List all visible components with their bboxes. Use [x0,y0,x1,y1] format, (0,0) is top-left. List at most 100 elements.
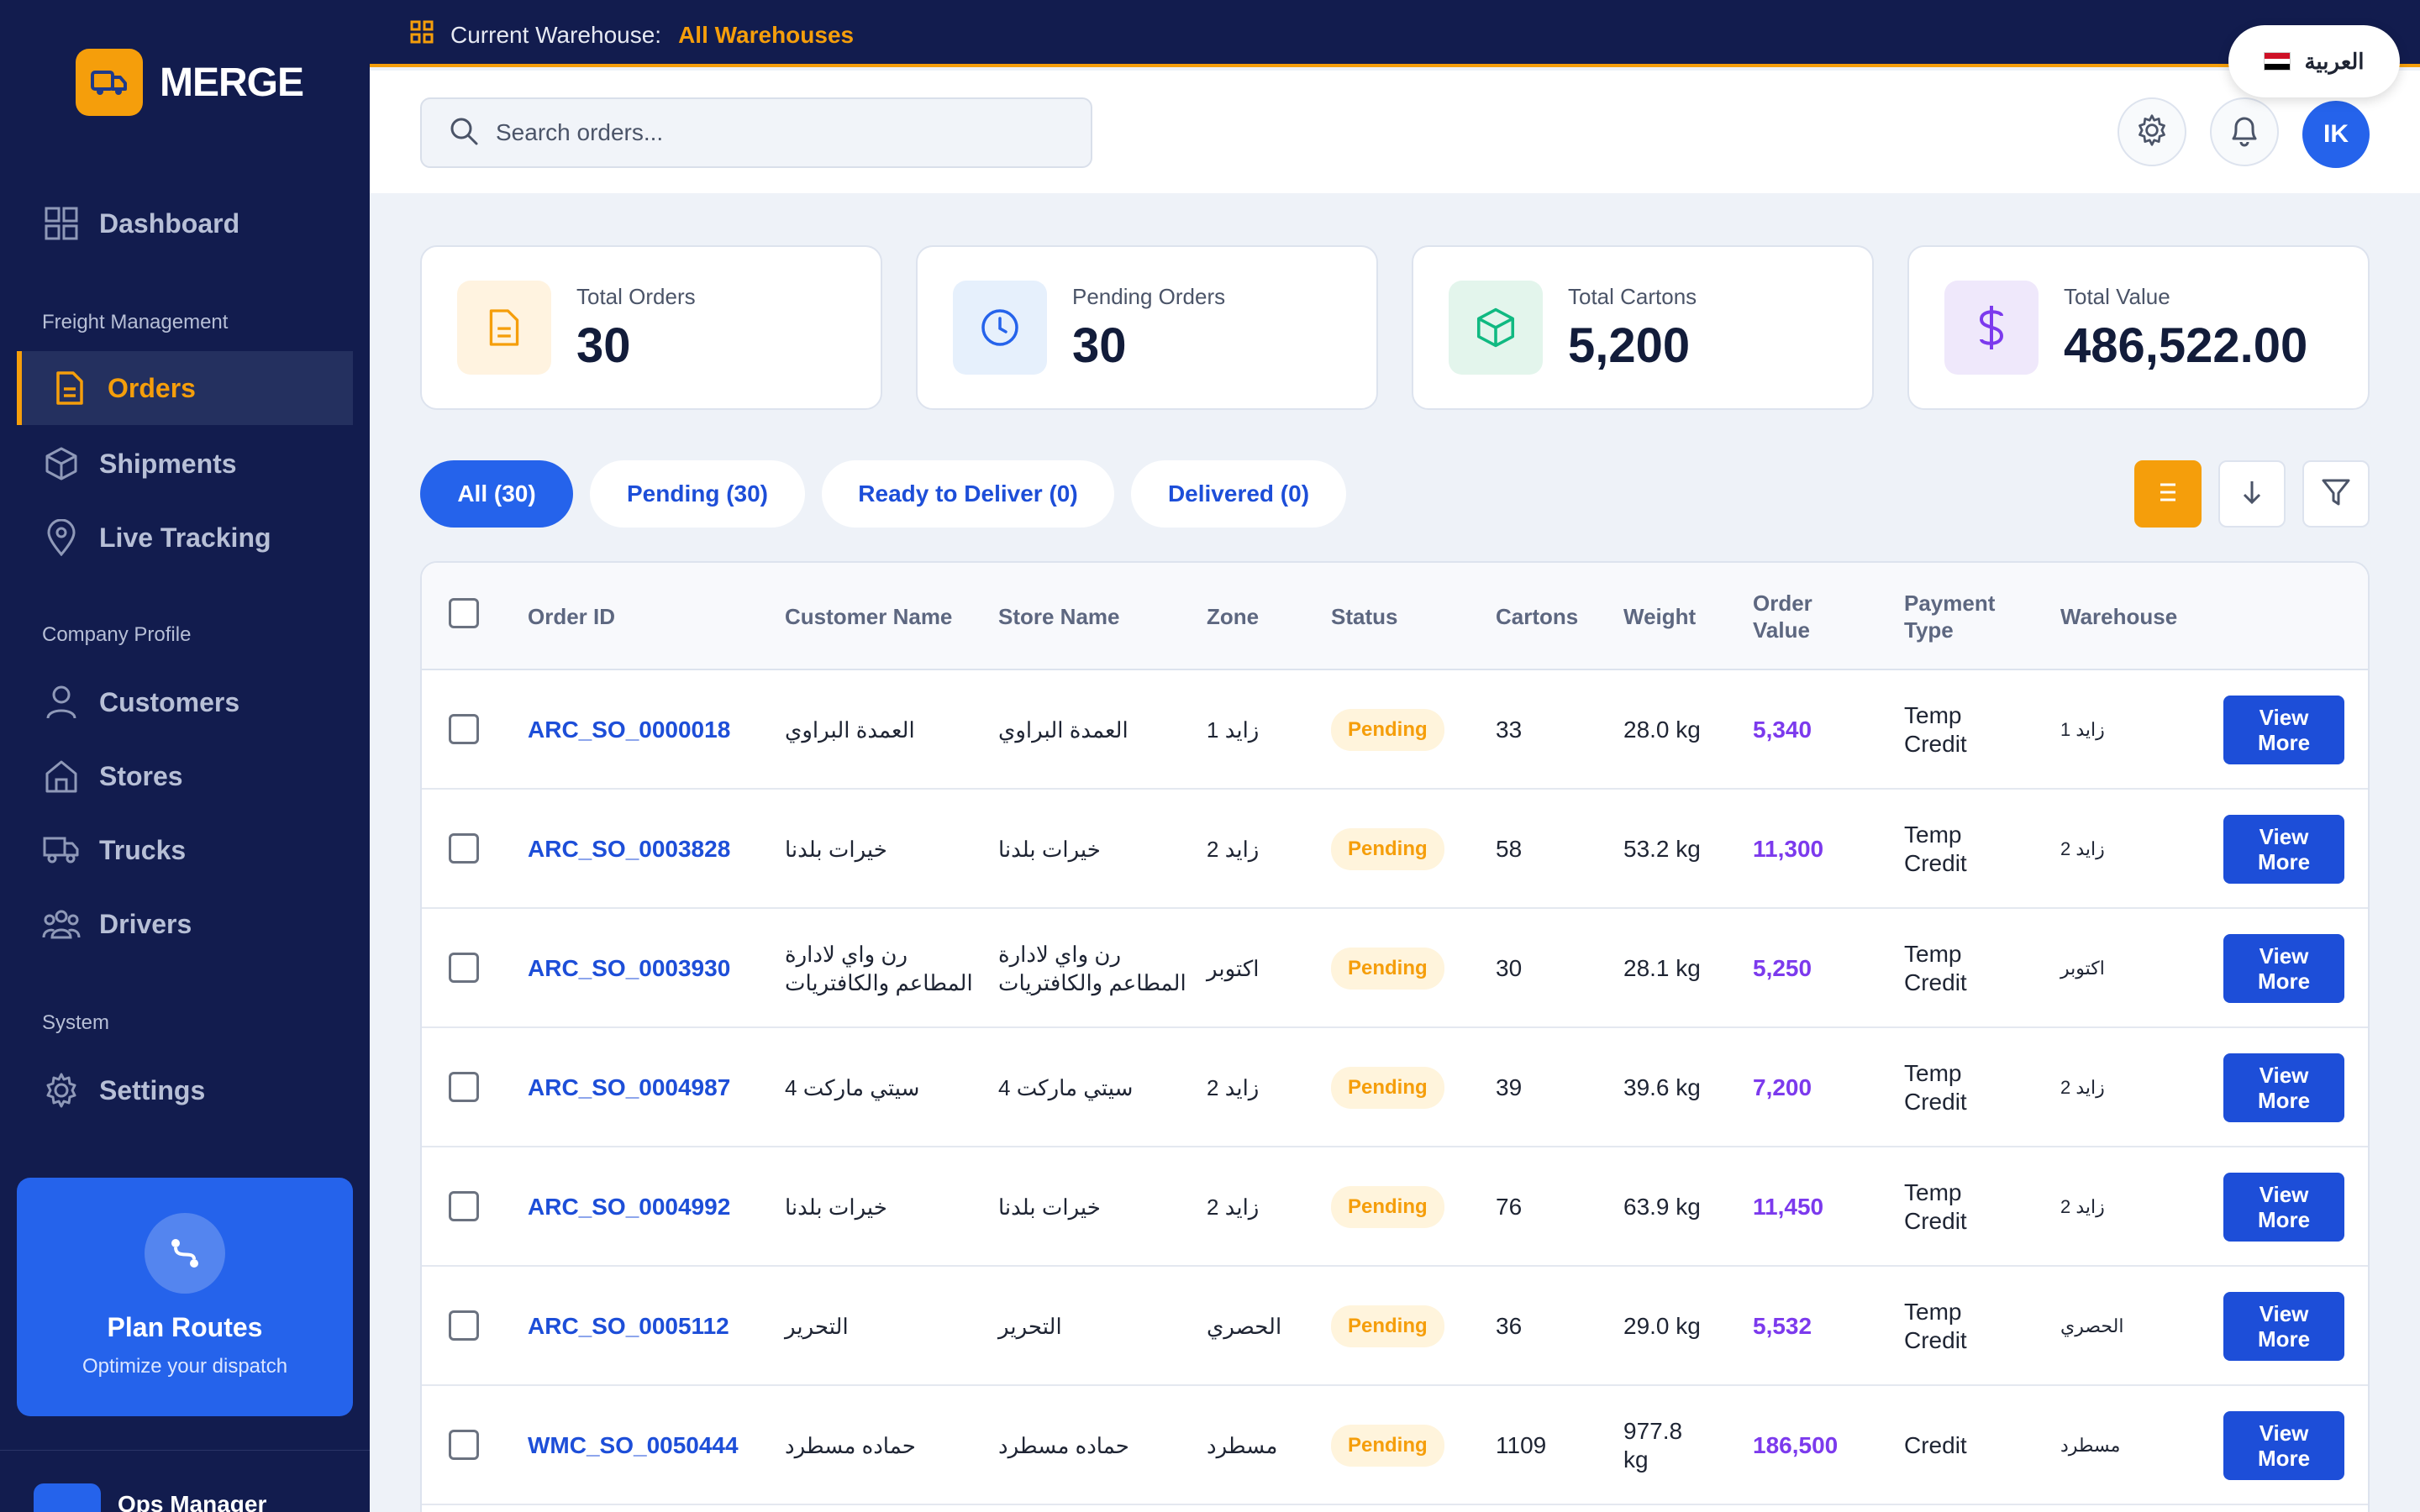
warehouse: مسطرد [2060,1435,2121,1456]
view-more-button[interactable]: View More [2223,1053,2344,1122]
order-id-link[interactable]: ARC_SO_0003930 [528,955,731,981]
filter-button[interactable] [2302,460,2370,528]
order-id-link[interactable]: ARC_SO_0005112 [528,1313,729,1339]
search-box[interactable] [420,97,1092,168]
view-more-button[interactable]: View More [2223,1292,2344,1361]
order-id-link[interactable]: WMC_SO_0050444 [528,1432,739,1458]
weight-line: 39.6 kg [1623,1074,1701,1100]
weight-line: 63.9 kg [1623,1194,1701,1220]
filter-tab-ready[interactable]: Ready to Deliver (0) [822,460,1114,528]
payment-type: Temp Credit [1904,1028,1967,1147]
sidebar-item-customers[interactable]: Customers [17,665,353,739]
row-checkbox[interactable] [449,1072,479,1102]
button-line: View [2259,1063,2309,1088]
section-label-freight: Freight Management [42,311,229,333]
view-more-button[interactable]: View More [2223,696,2344,764]
row-checkbox[interactable] [449,1430,479,1460]
filter-tab-delivered[interactable]: Delivered (0) [1131,460,1346,528]
sidebar-item-settings[interactable]: Settings [17,1053,353,1127]
sidebar-divider [0,1450,370,1451]
column-header-order-id[interactable]: Order ID [528,604,616,629]
sidebar-item-stores[interactable]: Stores [17,739,353,813]
row-checkbox[interactable] [449,833,479,864]
column-header-customer[interactable]: Customer Name [785,604,953,629]
customer-name-line: التحرير [785,1314,849,1339]
route-icon [145,1213,225,1294]
row-checkbox[interactable] [449,1310,479,1341]
stat-value: 30 [576,318,631,373]
cartons: 36 [1496,1313,1523,1339]
language-switcher[interactable]: العربية [2228,25,2400,97]
order-id-link[interactable]: ARC_SO_0000018 [528,717,731,743]
view-more-button[interactable]: View More [2223,815,2344,884]
weight-line: 29.0 kg [1623,1313,1701,1339]
user-profile[interactable]: Ops Manager [34,1483,266,1512]
view-more-button[interactable]: View More [2223,1411,2344,1480]
table-row[interactable]: ARC_SO_0000018 العمدة البراوي العمدة الب… [422,670,2368,790]
sidebar-item-live-tracking[interactable]: Live Tracking [17,501,353,575]
status-cell: Pending [1331,790,1444,909]
row-checkbox[interactable] [449,1191,479,1221]
table-row[interactable]: ARC_SO_0003828 خيرات بلدنا خيرات بلدنا ز… [422,790,2368,909]
column-header-cartons[interactable]: Cartons [1496,604,1579,629]
notifications-button[interactable] [2210,97,2279,166]
row-checkbox[interactable] [449,714,479,744]
payment-line: Credit [1904,850,1967,876]
column-header-zone[interactable]: Zone [1207,604,1260,629]
table-row[interactable]: WMC_SO_0050444 حماده مسطرد حماده مسطرد م… [422,1386,2368,1505]
zone: زايد 1 [1207,717,1260,743]
status-badge: Pending [1331,1067,1444,1109]
weight: 53.2 kg [1623,790,1701,909]
sidebar-item-drivers[interactable]: Drivers [17,887,353,961]
order-value: 11,450 [1753,1194,1824,1220]
order-id-link[interactable]: ARC_SO_0004987 [528,1074,731,1100]
filter-tab-pending[interactable]: Pending (30) [590,460,805,528]
order-id-link[interactable]: ARC_SO_0004992 [528,1194,731,1220]
stat-card-total-cartons: Total Cartons 5,200 [1412,245,1874,410]
top-bar: Current Warehouse: All Warehouses [370,0,2420,67]
sidebar-item-orders[interactable]: Orders [17,351,353,425]
list-view-button[interactable] [2134,460,2202,528]
document-icon [457,281,551,375]
warehouse-label: Current Warehouse: [450,21,662,48]
zone: زايد 2 [1207,1194,1260,1220]
column-header-payment-type[interactable]: Payment Type [1904,590,1995,643]
column-header-weight[interactable]: Weight [1623,604,1697,629]
store-name-line: حماده مسطرد [998,1433,1129,1458]
sidebar-item-shipments[interactable]: Shipments [17,427,353,501]
row-checkbox[interactable] [449,953,479,983]
view-more-button[interactable]: View More [2223,934,2344,1003]
table-row[interactable]: ARC_SO_0003930 رن واي لادارة المطاعم وال… [422,909,2368,1028]
app-logo[interactable]: MERGE [76,49,304,116]
search-input[interactable] [496,119,1067,146]
plan-routes-card[interactable]: Plan Routes Optimize your dispatch [17,1178,353,1416]
column-header-order-value[interactable]: Order Value [1753,590,1812,643]
table-row[interactable]: ARC_SO_0004987 سيتي ماركت 4 سيتي ماركت 4… [422,1028,2368,1147]
table-row[interactable]: ARC_SO_0005112 التحرير التحرير الحصري Pe… [422,1267,2368,1386]
payment-line: Credit [1904,731,1967,757]
sidebar-item-dashboard[interactable]: Dashboard [17,186,353,260]
payment-type: Temp Credit [1904,1267,1967,1386]
column-header-warehouse[interactable]: Warehouse [2060,604,2178,629]
map-pin-icon [42,518,81,557]
select-all-checkbox[interactable] [449,598,479,628]
user-avatar-button[interactable]: IK [2302,101,2370,168]
download-button[interactable] [2218,460,2286,528]
view-more-button[interactable]: View More [2223,1173,2344,1242]
zone: زايد 2 [1207,837,1260,862]
settings-button[interactable] [2118,97,2186,166]
order-id-link[interactable]: ARC_SO_0003828 [528,836,731,862]
warehouse-selector[interactable]: Current Warehouse: All Warehouses [410,20,854,50]
stat-label: Total Cartons [1568,284,1697,309]
filter-tab-all[interactable]: All (30) [420,460,573,528]
column-header-status[interactable]: Status [1331,604,1398,629]
table-row[interactable]: ARC_SO_0004992 خيرات بلدنا خيرات بلدنا ز… [422,1147,2368,1267]
button-line: View [2259,1420,2309,1446]
stat-label: Total Orders [576,284,696,309]
column-header-store[interactable]: Store Name [998,604,1120,629]
payment-line: Credit [1904,1089,1967,1115]
cartons: 58 [1496,836,1523,862]
zone: زايد 2 [1207,1075,1260,1100]
sidebar-item-trucks[interactable]: Trucks [17,813,353,887]
arrow-down-icon [2240,479,2264,510]
